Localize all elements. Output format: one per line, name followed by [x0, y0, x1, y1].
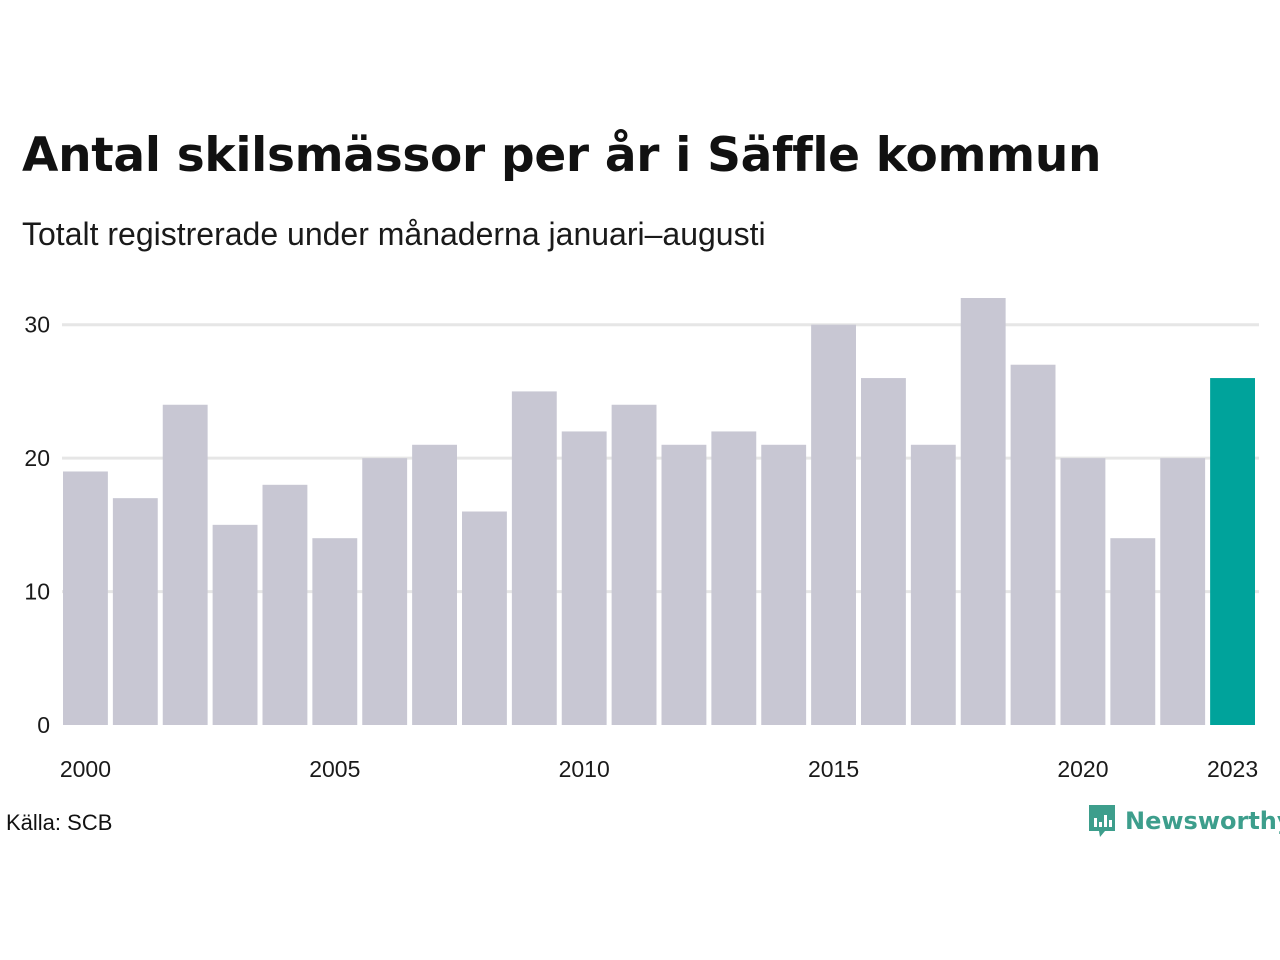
bar-2012	[661, 444, 707, 725]
bar-2020	[1060, 458, 1106, 725]
y-tick-label-20: 20	[24, 445, 50, 471]
bar-2001	[112, 498, 158, 725]
y-tick-label-30: 30	[24, 312, 50, 338]
newsworthy-logo-icon	[1089, 805, 1115, 837]
bar-2018	[960, 298, 1006, 725]
bar-2022	[1160, 458, 1206, 725]
bar-2016	[861, 378, 906, 725]
x-tick-label-2023: 2023	[1207, 756, 1258, 782]
bar-2023	[1210, 378, 1255, 725]
bar-2002	[162, 404, 208, 725]
y-tick-label-0: 0	[37, 712, 50, 738]
bar-2006	[362, 458, 408, 725]
bar-2000	[63, 471, 108, 725]
bar-2013	[711, 431, 757, 725]
x-tick-label-2015: 2015	[808, 756, 859, 782]
chart-title: Antal skilsmässor per år i Säffle kommun	[22, 128, 1102, 183]
x-tick-label-2010: 2010	[559, 756, 610, 782]
x-tick-label-2020: 2020	[1057, 756, 1108, 782]
bar-2008	[462, 511, 507, 725]
y-tick-label-10: 10	[24, 579, 50, 605]
bar-2004	[262, 484, 308, 725]
bar-chart: 0 10 20 30 2000 2005 2010 2015 2020 2023	[24, 298, 1259, 782]
x-tick-label-2000: 2000	[60, 756, 111, 782]
bar-2009	[511, 391, 557, 725]
bar-2003	[212, 524, 258, 725]
bar-2007	[412, 444, 457, 725]
bar-2015	[811, 324, 856, 725]
source-label: Källa: SCB	[6, 810, 113, 835]
bar-2005	[312, 538, 358, 725]
bar-2010	[561, 431, 607, 725]
chart-subtitle: Totalt registrerade under månaderna janu…	[22, 216, 766, 252]
bar-2014	[761, 444, 807, 725]
bar-2019	[1010, 364, 1056, 725]
bar-2021	[1110, 538, 1156, 725]
bar-2017	[910, 444, 956, 725]
newsworthy-brand: Newsworthy	[1087, 803, 1280, 839]
x-tick-label-2005: 2005	[309, 756, 360, 782]
bar-2011	[611, 404, 657, 725]
brand-name: Newsworthy	[1125, 807, 1280, 835]
